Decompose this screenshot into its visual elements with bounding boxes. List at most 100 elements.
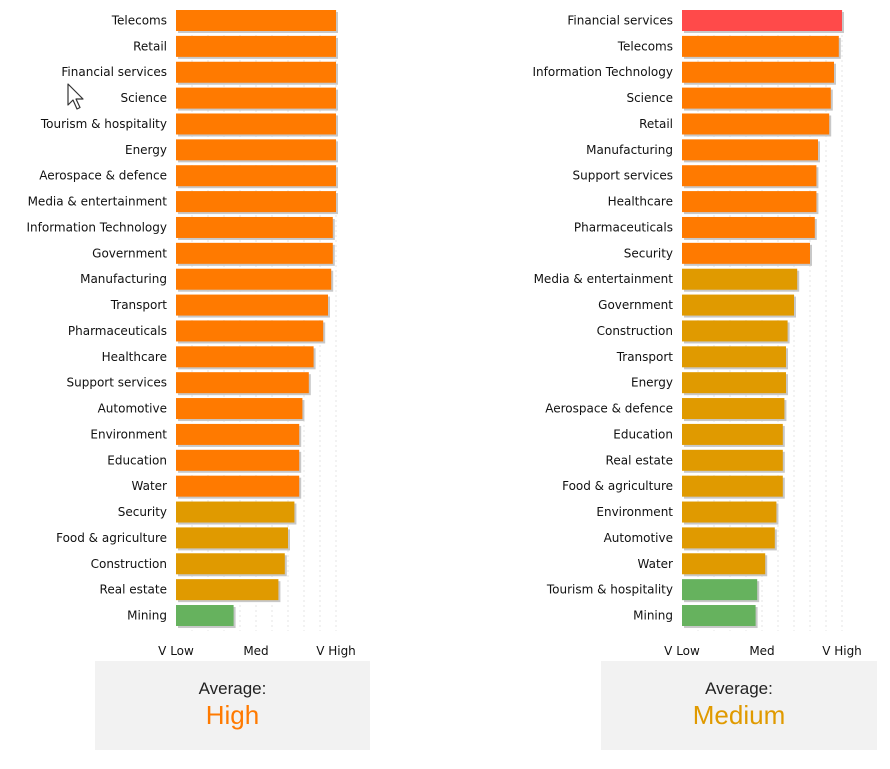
bar — [682, 605, 756, 627]
bar — [176, 191, 336, 213]
average-value: Medium — [692, 700, 786, 730]
bar — [176, 320, 324, 342]
category-label: Aerospace & defence — [39, 169, 167, 183]
bar — [176, 475, 300, 497]
bar — [682, 346, 786, 368]
category-label: Retail — [133, 39, 167, 53]
category-label: Tourism & hospitality — [40, 117, 167, 131]
bar — [682, 216, 815, 238]
category-label: Education — [107, 453, 167, 467]
average-value: High — [205, 700, 260, 730]
bar — [176, 553, 285, 575]
category-label: Information Technology — [27, 220, 168, 234]
category-label: Construction — [91, 557, 167, 571]
category-label: Media & entertainment — [28, 195, 168, 209]
bar — [682, 320, 788, 342]
category-label: Transport — [110, 298, 168, 312]
bar — [682, 165, 817, 187]
bar — [176, 87, 336, 109]
category-label: Support services — [67, 376, 168, 390]
bar — [176, 527, 288, 549]
bar — [682, 423, 783, 445]
average-box-left: Average: High — [95, 661, 370, 750]
x-tick-label: V High — [316, 644, 356, 658]
average-label: Average: — [705, 679, 773, 698]
bar — [682, 139, 818, 161]
bar — [682, 242, 810, 264]
bar — [176, 242, 333, 264]
category-label: Government — [598, 298, 673, 312]
category-label: Water — [132, 479, 168, 493]
bar — [176, 501, 295, 523]
category-label: Security — [624, 246, 673, 260]
category-label: Media & entertainment — [534, 272, 674, 286]
x-tick-label: V Low — [158, 644, 194, 658]
bar — [682, 10, 842, 31]
bar — [176, 216, 333, 238]
bar — [176, 449, 300, 471]
bar — [176, 294, 328, 316]
x-tick-label: Med — [749, 644, 774, 658]
bar — [176, 10, 336, 31]
category-label: Environment — [90, 427, 167, 441]
bar — [682, 527, 775, 549]
category-label: Pharmaceuticals — [68, 324, 167, 338]
bar — [682, 553, 766, 575]
category-label: Manufacturing — [80, 272, 167, 286]
category-label: Construction — [597, 324, 673, 338]
category-label: Automotive — [98, 402, 167, 416]
bar — [176, 268, 332, 290]
category-label: Real estate — [100, 583, 167, 597]
category-label: Government — [92, 246, 167, 260]
bar — [682, 61, 834, 83]
category-label: Food & agriculture — [56, 531, 167, 545]
bar — [176, 165, 336, 187]
category-label: Food & agriculture — [562, 479, 673, 493]
category-label: Environment — [596, 505, 673, 519]
bar — [682, 475, 783, 497]
category-label: Science — [626, 91, 673, 105]
bar — [176, 605, 234, 627]
bar — [176, 579, 279, 601]
category-label: Financial services — [567, 14, 673, 28]
category-label: Security — [118, 505, 167, 519]
category-label: Energy — [631, 376, 673, 390]
bar-chart-left: Telecoms Retail Financial services Science T… — [27, 10, 356, 658]
category-label: Water — [638, 557, 674, 571]
category-label: Telecoms — [111, 14, 167, 28]
bar — [682, 294, 794, 316]
category-label: Support services — [573, 169, 674, 183]
bar — [682, 268, 798, 290]
category-label: Energy — [125, 143, 167, 157]
x-tick-label: V High — [822, 644, 862, 658]
category-label: Healthcare — [608, 195, 673, 209]
bar — [682, 35, 839, 57]
bar — [682, 113, 830, 135]
category-label: Transport — [616, 350, 674, 364]
bar — [682, 449, 783, 471]
category-label: Tourism & hospitality — [546, 583, 673, 597]
category-label: Aerospace & defence — [545, 402, 673, 416]
mouse-cursor-icon — [67, 83, 84, 110]
bar — [176, 61, 336, 83]
x-tick-label: V Low — [664, 644, 700, 658]
average-label: Average: — [198, 679, 267, 698]
x-tick-label: Med — [243, 644, 268, 658]
bar — [682, 501, 777, 523]
bar — [176, 346, 314, 368]
bar — [176, 423, 300, 445]
chart-panel-right: Financial services Telecoms Information Te… — [506, 0, 890, 769]
bar — [176, 35, 336, 57]
bar — [682, 579, 758, 601]
category-label: Science — [120, 91, 167, 105]
bar — [682, 372, 786, 394]
category-label: Financial services — [61, 65, 167, 79]
category-label: Information Technology — [533, 65, 674, 79]
bar — [682, 87, 831, 109]
category-label: Mining — [633, 609, 673, 623]
category-label: Pharmaceuticals — [574, 220, 673, 234]
bar — [682, 398, 785, 420]
category-label: Real estate — [606, 453, 673, 467]
bar — [176, 139, 336, 161]
average-box-right: Average: Medium — [601, 661, 877, 750]
